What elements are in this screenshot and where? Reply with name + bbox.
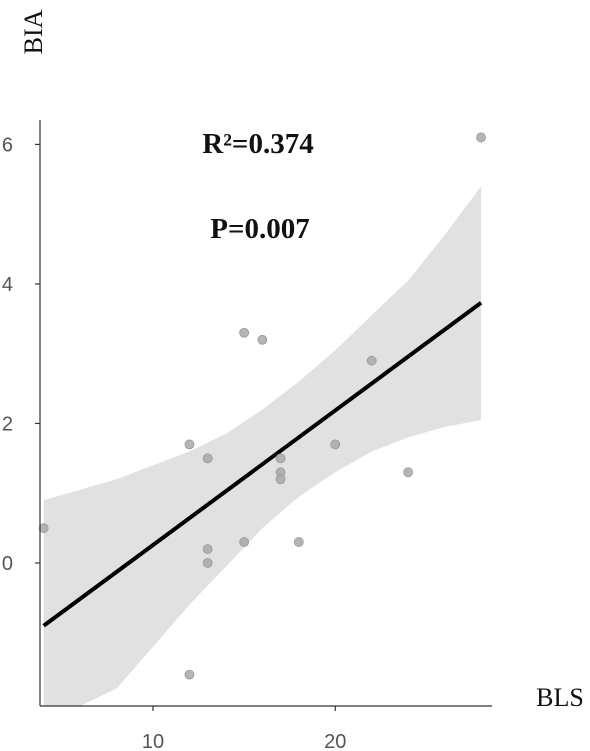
data-point — [257, 334, 268, 345]
data-point — [184, 439, 195, 450]
data-point — [184, 669, 195, 680]
y-tick-label: 4 — [2, 274, 13, 296]
data-point — [275, 474, 286, 485]
data-point — [202, 544, 213, 554]
y-tick-label: 6 — [2, 134, 13, 156]
confidence-band-layer — [43, 186, 482, 707]
y-axis-label: BIA — [19, 9, 48, 54]
data-point — [38, 523, 49, 534]
data-point — [239, 327, 250, 338]
regression-line — [42, 301, 483, 628]
data-point — [293, 537, 304, 547]
data-point — [403, 467, 414, 478]
p-value-annotation: P=0.007 — [210, 213, 310, 245]
data-point — [202, 453, 213, 464]
data-point — [275, 453, 286, 464]
regression-line-layer — [42, 301, 483, 628]
data-point — [239, 537, 250, 547]
y-tick-label: 2 — [2, 413, 13, 435]
r-squared-annotation: R²=0.374 — [202, 128, 313, 160]
y-tick-label: 0 — [2, 553, 13, 575]
axes-layer — [39, 120, 492, 707]
tick-layer: 0 2 4 6 10 20 — [2, 134, 347, 751]
x-tick-label: 10 — [142, 731, 164, 751]
data-point — [366, 355, 377, 366]
data-point — [476, 132, 486, 143]
data-point — [330, 439, 341, 450]
x-tick-label: 20 — [324, 731, 346, 751]
confidence-band — [43, 186, 482, 707]
data-points-layer — [38, 132, 486, 680]
data-point — [202, 558, 213, 568]
x-axis-label: BLS — [536, 683, 584, 712]
